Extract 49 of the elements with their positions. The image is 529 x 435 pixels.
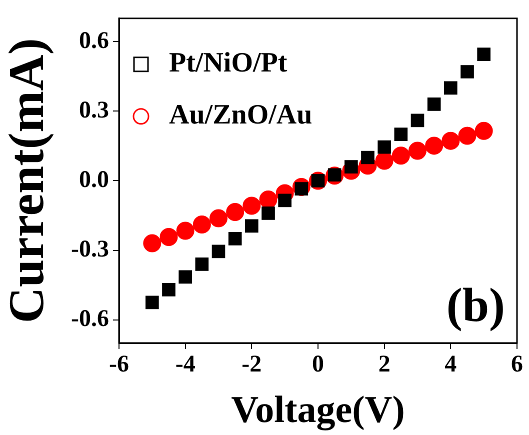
point <box>427 98 441 111</box>
annotation: (b) <box>446 279 505 332</box>
point <box>378 140 391 154</box>
point <box>143 234 162 252</box>
point <box>442 132 460 150</box>
point <box>195 258 209 271</box>
y-axis-title: Current(mA) <box>0 38 54 324</box>
point <box>460 65 474 78</box>
point <box>262 206 275 220</box>
x-tick-label: -4 <box>175 352 196 378</box>
point <box>375 152 394 170</box>
point <box>425 136 444 155</box>
y-tick-label: 0.6 <box>79 28 109 54</box>
x-axis-title: Voltage(V) <box>231 389 405 432</box>
point <box>474 122 493 140</box>
point <box>278 194 292 208</box>
point <box>162 283 176 296</box>
point <box>477 48 490 61</box>
point <box>361 150 374 164</box>
x-tick-label: 2 <box>378 352 390 378</box>
point <box>444 81 458 95</box>
point <box>210 209 228 228</box>
point <box>242 196 261 215</box>
legend-label: Pt/NiO/Pt <box>169 48 288 79</box>
x-tick-label: -6 <box>109 352 129 378</box>
point <box>228 232 242 246</box>
x-tick-label: 0 <box>312 352 324 378</box>
point <box>226 203 244 221</box>
legend-label: Au/ZnO/Au <box>169 100 312 131</box>
x-tick-label: 4 <box>444 352 457 378</box>
y-tick-label: 0.0 <box>79 166 109 193</box>
y-tick-label: -0.3 <box>71 236 109 262</box>
x-tick-label: 6 <box>511 352 523 378</box>
point <box>212 244 226 258</box>
y-tick-label: -0.6 <box>71 306 109 332</box>
point <box>259 190 278 208</box>
point <box>176 222 194 240</box>
point <box>160 228 178 246</box>
point <box>410 114 424 128</box>
y-tick-label: 0.3 <box>79 97 109 124</box>
point <box>178 270 192 284</box>
x-tick-label: -2 <box>242 352 262 378</box>
point <box>245 219 258 233</box>
point <box>408 142 426 160</box>
point <box>392 146 410 165</box>
point <box>146 296 159 310</box>
point <box>458 126 476 145</box>
point <box>192 216 211 234</box>
point <box>394 128 408 141</box>
